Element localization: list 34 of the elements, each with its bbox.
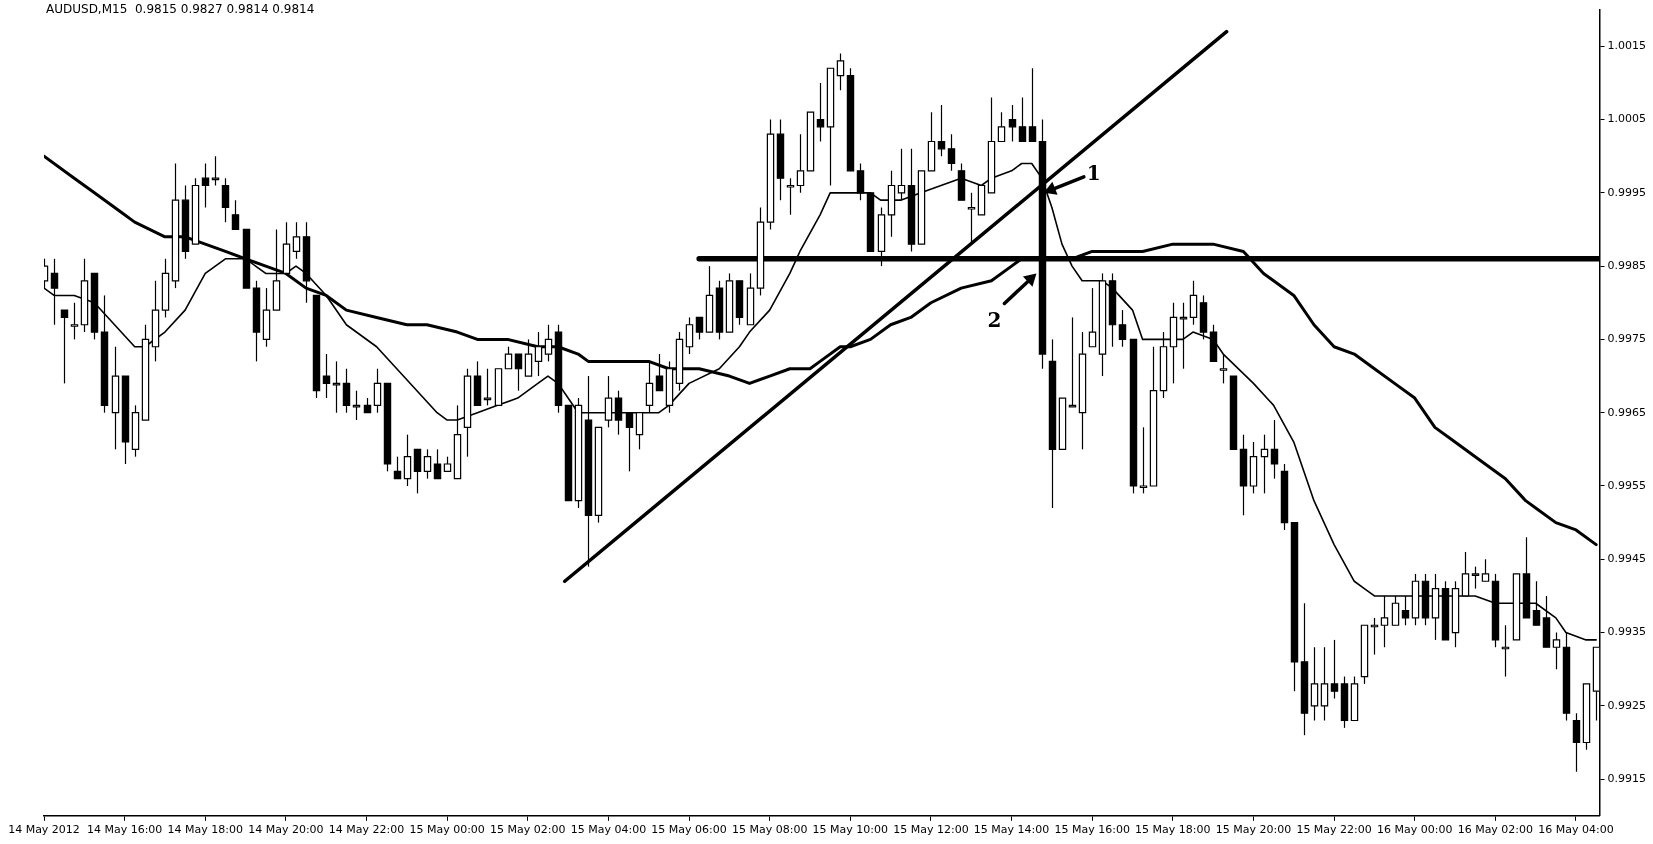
x-tick-label: 16 May 02:00 <box>1457 823 1534 837</box>
chart-title: AUDUSD,M15 0.9815 0.9827 0.9814 0.9814 <box>46 2 315 16</box>
y-tick-label: 0.9915 <box>1607 772 1647 786</box>
y-tick-label: 0.9975 <box>1607 332 1647 346</box>
y-tick-label: 0.9995 <box>1607 185 1647 199</box>
x-tick-label: 15 May 14:00 <box>973 823 1050 837</box>
y-tick-label: 0.9935 <box>1607 625 1647 639</box>
x-tick-label: 15 May 02:00 <box>490 823 566 837</box>
x-tick-label: 15 May 20:00 <box>1215 823 1292 837</box>
x-tick-label: 15 May 04:00 <box>570 823 647 837</box>
annotation: 1 <box>1086 161 1101 186</box>
x-tick-label: 15 May 08:00 <box>731 823 808 837</box>
x-tick-label: 14 May 16:00 <box>86 823 163 837</box>
x-tick-label: 14 May 2012 <box>8 823 80 837</box>
y-tick-label: 0.9955 <box>1607 478 1647 492</box>
x-tick-label: 15 May 10:00 <box>812 823 889 837</box>
y-tick-label: 0.9945 <box>1607 552 1647 566</box>
x-tick-label: 15 May 12:00 <box>893 823 969 837</box>
y-tick-label: 1.0005 <box>1607 112 1647 126</box>
x-tick-label: 15 May 22:00 <box>1296 823 1372 837</box>
x-tick-label: 16 May 04:00 <box>1538 823 1614 837</box>
y-tick-label: 1.0015 <box>1607 39 1647 53</box>
y-tick-label: 0.9925 <box>1607 698 1647 712</box>
y-tick-label: 0.9965 <box>1607 405 1647 419</box>
x-tick-label: 14 May 20:00 <box>248 823 324 837</box>
y-tick-label: 0.9985 <box>1607 258 1647 272</box>
annotation: 2 <box>987 307 1002 332</box>
x-tick-label: 15 May 06:00 <box>651 823 727 837</box>
x-tick-label: 14 May 22:00 <box>328 823 405 837</box>
x-tick-label: 15 May 18:00 <box>1135 823 1211 837</box>
x-tick-label: 15 May 16:00 <box>1054 823 1130 837</box>
x-tick-label: 16 May 00:00 <box>1377 823 1453 837</box>
x-tick-label: 14 May 18:00 <box>167 823 243 837</box>
x-tick-label: 15 May 00:00 <box>409 823 485 837</box>
